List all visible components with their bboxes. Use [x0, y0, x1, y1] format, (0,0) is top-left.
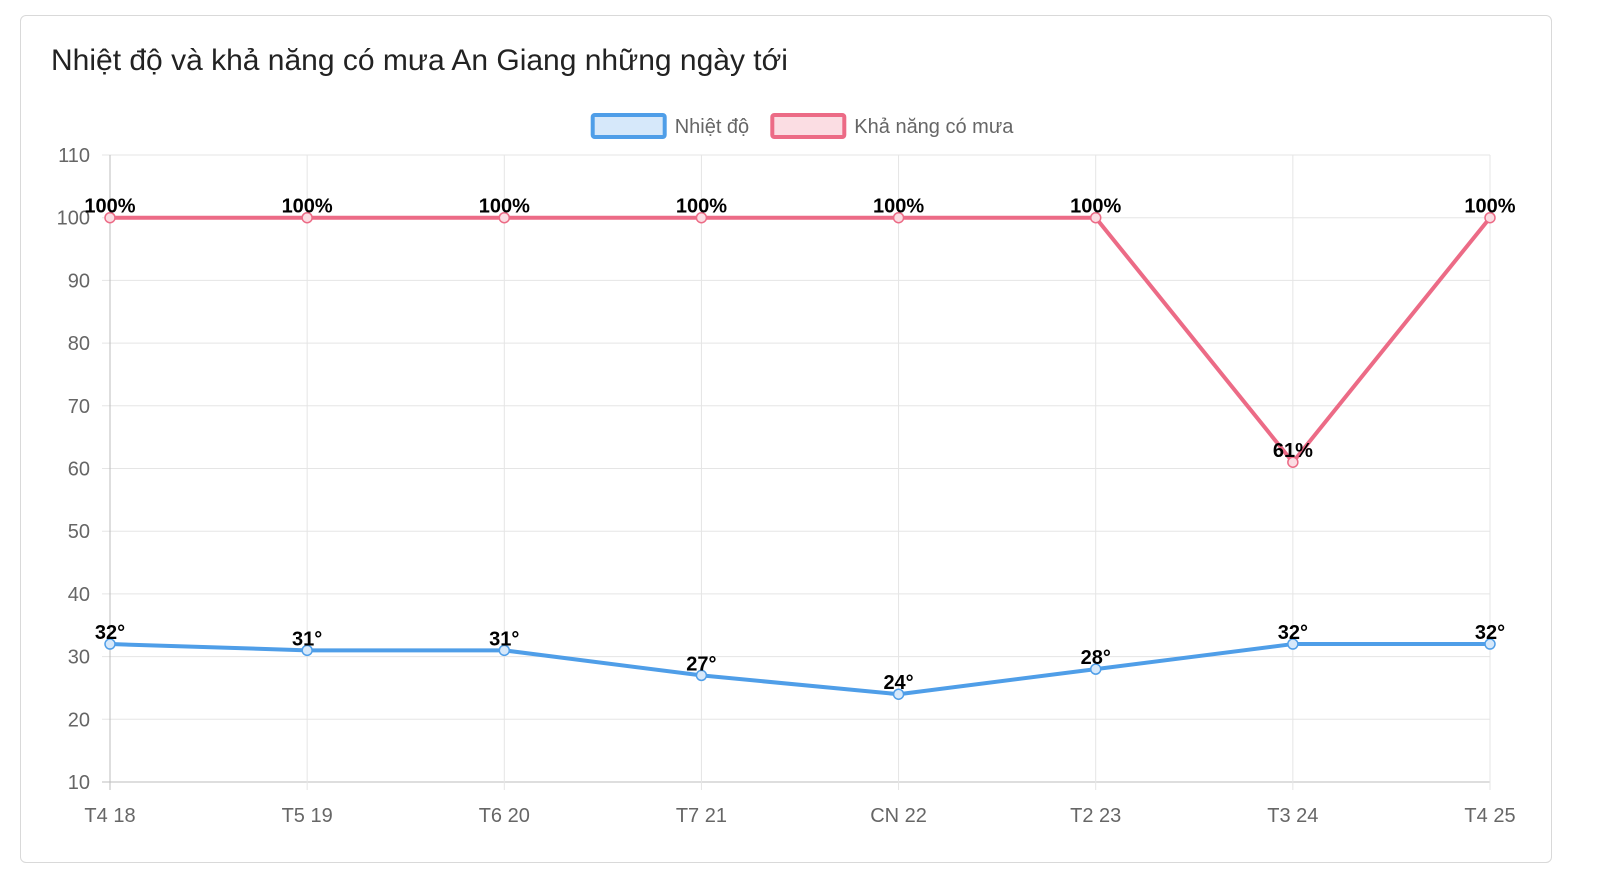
data-point: [1287, 638, 1299, 650]
data-point: [1484, 211, 1496, 224]
data-label: 100%: [84, 196, 135, 218]
x-tick-label: T6 20: [479, 805, 530, 827]
y-tick-label: 90: [68, 270, 90, 292]
data-point: [1287, 456, 1299, 468]
x-tick-label: T3 24: [1267, 805, 1318, 827]
data-label: 100%: [873, 196, 924, 218]
data-point: [695, 211, 708, 224]
data-point: [695, 669, 708, 682]
y-tick-label: 20: [68, 709, 90, 731]
data-point: [301, 211, 313, 224]
legend-label: Nhiệt độ: [675, 116, 750, 138]
data-label: 32°: [1278, 622, 1308, 644]
data-label: 61%: [1273, 440, 1313, 462]
y-tick-label: 70: [68, 396, 90, 418]
data-label: 28°: [1081, 647, 1111, 669]
data-label: 100%: [1464, 196, 1515, 218]
data-label: 32°: [95, 622, 125, 644]
x-tick-label: T5 19: [282, 805, 333, 827]
x-tick-label: T4 18: [84, 805, 135, 827]
y-tick-label: 10: [68, 772, 90, 794]
data-label: 32°: [1475, 622, 1505, 644]
chart-card: Nhiệt độ và khả năng có mưa An Giang nhữ…: [20, 15, 1552, 863]
data-label: 100%: [676, 196, 727, 218]
x-tick-label: T4 25: [1464, 805, 1515, 827]
data-point: [104, 211, 116, 224]
y-tick-label: 40: [68, 584, 90, 606]
legend-label: Khả năng có mưa: [854, 116, 1014, 138]
series-line: [108, 642, 1492, 697]
y-tick-label: 30: [68, 647, 90, 669]
y-tick-label: 110: [58, 145, 90, 167]
y-tick-label: 60: [68, 459, 90, 481]
data-point: [104, 638, 116, 650]
legend-swatch: [590, 113, 667, 139]
data-label: 31°: [489, 628, 519, 650]
series-line: [108, 215, 1492, 465]
data-label: 24°: [883, 672, 913, 694]
data-point: [892, 211, 905, 224]
data-point: [301, 644, 313, 657]
y-tick-label: 50: [68, 521, 90, 543]
data-point: [892, 688, 905, 700]
data-label: 100%: [1070, 196, 1121, 218]
data-point: [1089, 663, 1102, 675]
data-point: [1089, 211, 1102, 224]
x-tick-label: T7 21: [676, 805, 727, 827]
data-label: 100%: [282, 196, 333, 218]
data-point: [498, 644, 511, 657]
data-label: 31°: [292, 628, 322, 650]
y-tick-label: 100: [57, 208, 90, 230]
x-tick-label: T2 23: [1070, 805, 1121, 827]
data-label: 100%: [479, 196, 530, 218]
legend-swatch: [770, 113, 847, 139]
data-point: [1484, 638, 1496, 650]
data-label: 27°: [686, 653, 716, 675]
y-tick-label: 80: [68, 333, 90, 355]
chart-title: Nhiệt độ và khả năng có mưa An Giang nhữ…: [51, 44, 788, 77]
data-point: [498, 211, 511, 224]
x-tick-label: CN 22: [870, 805, 927, 827]
